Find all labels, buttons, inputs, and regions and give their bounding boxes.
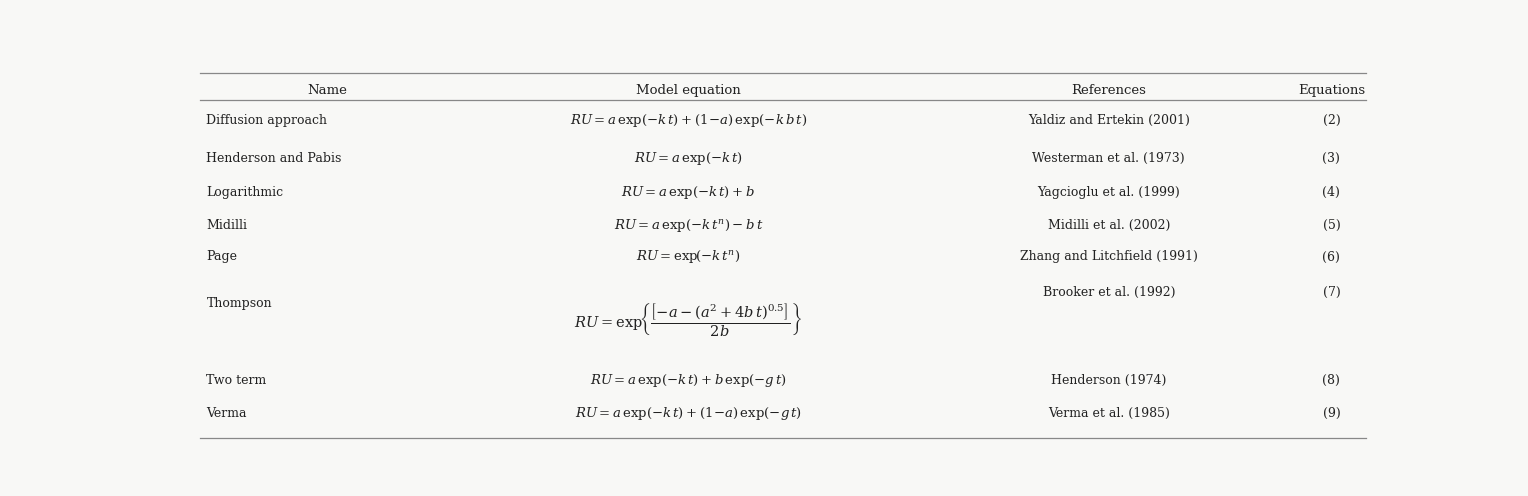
Text: Yaldiz and Ertekin (2001): Yaldiz and Ertekin (2001) (1028, 114, 1190, 127)
Text: $\mathit{RU} = a\,\mathrm{exp}(-k\,t)+(1\!-\!a)\,\mathrm{exp}(-k\,b\,t)$: $\mathit{RU} = a\,\mathrm{exp}(-k\,t)+(1… (570, 112, 807, 129)
Text: $\mathit{RU} = a\,\mathrm{exp}(-k\,t)+b$: $\mathit{RU} = a\,\mathrm{exp}(-k\,t)+b$ (622, 185, 755, 201)
Text: $\mathit{RU} = \mathrm{exp}\!\left\{\dfrac{\left[-a-\left(a^{2}+4b\,t\right)^{0.: $\mathit{RU} = \mathrm{exp}\!\left\{\dfr… (575, 301, 802, 338)
Text: (2): (2) (1323, 114, 1340, 127)
Text: Brooker et al. (1992): Brooker et al. (1992) (1042, 286, 1175, 299)
Text: (3): (3) (1322, 152, 1340, 165)
Text: (9): (9) (1323, 407, 1340, 421)
Text: $\mathit{RU} = a\,\mathrm{exp}(-k\,t)+(1\!-\!a)\,\mathrm{exp}(-g\,t)$: $\mathit{RU} = a\,\mathrm{exp}(-k\,t)+(1… (575, 405, 802, 423)
Text: (5): (5) (1323, 219, 1340, 232)
Text: (4): (4) (1322, 186, 1340, 199)
Text: Page: Page (206, 250, 237, 263)
Text: Midilli et al. (2002): Midilli et al. (2002) (1048, 219, 1170, 232)
Text: $\mathit{RU} = a\,\mathrm{exp}(-k\,t)+b\,\mathrm{exp}(-g\,t)$: $\mathit{RU} = a\,\mathrm{exp}(-k\,t)+b\… (590, 372, 787, 389)
Text: $\mathit{RU} = a\,\mathrm{exp}(-k\,t)$: $\mathit{RU} = a\,\mathrm{exp}(-k\,t)$ (634, 150, 743, 167)
Text: Logarithmic: Logarithmic (206, 186, 284, 199)
Text: Midilli: Midilli (206, 219, 248, 232)
Text: (7): (7) (1323, 286, 1340, 299)
Text: Henderson (1974): Henderson (1974) (1051, 374, 1166, 387)
Text: $\mathit{RU} = a\,\mathrm{exp}(-k\,t^{n})-b\,t$: $\mathit{RU} = a\,\mathrm{exp}(-k\,t^{n}… (614, 217, 762, 234)
Text: (8): (8) (1322, 374, 1340, 387)
Text: Henderson and Pabis: Henderson and Pabis (206, 152, 342, 165)
Text: Zhang and Litchfield (1991): Zhang and Litchfield (1991) (1019, 250, 1198, 263)
Text: Name: Name (307, 83, 347, 97)
Text: Westerman et al. (1973): Westerman et al. (1973) (1033, 152, 1186, 165)
Text: Two term: Two term (206, 374, 267, 387)
Text: Verma: Verma (206, 407, 248, 421)
Text: Equations: Equations (1297, 83, 1365, 97)
Text: $\mathit{RU} = \mathrm{exp}\!\left(-k\,t^{n}\right)$: $\mathit{RU} = \mathrm{exp}\!\left(-k\,t… (636, 248, 741, 265)
Text: (6): (6) (1322, 250, 1340, 263)
Text: Model equation: Model equation (636, 83, 741, 97)
Text: Verma et al. (1985): Verma et al. (1985) (1048, 407, 1170, 421)
Text: Diffusion approach: Diffusion approach (206, 114, 327, 127)
Text: Thompson: Thompson (206, 298, 272, 310)
Text: References: References (1071, 83, 1146, 97)
Text: Yagcioglu et al. (1999): Yagcioglu et al. (1999) (1038, 186, 1180, 199)
